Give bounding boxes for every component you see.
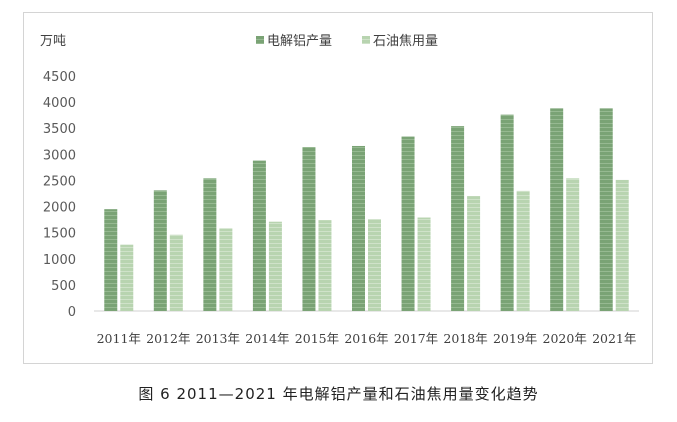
aluminum-production-bar (550, 108, 564, 311)
x-category-label: 2015年 (295, 331, 339, 346)
x-category-label: 2018年 (443, 331, 487, 346)
y-tick-label: 4500 (43, 70, 76, 85)
aluminum-production-bar (153, 190, 167, 311)
aluminum-production-bar (500, 114, 514, 312)
x-category-label: 2011年 (97, 331, 141, 346)
y-tick-label: 2000 (43, 201, 76, 216)
y-unit-label: 万吨 (40, 34, 66, 49)
y-tick-label: 500 (51, 279, 76, 294)
aluminum-production-bar (401, 136, 415, 311)
figure-caption: 图 6 2011—2021 年电解铝产量和石油焦用量变化趋势 (138, 385, 539, 403)
chart-frame: 万吨 电解铝产量 石油焦用量 0 500 1000 1500 2000 2500 3000 3… (23, 12, 653, 364)
petroleum-coke-bar (368, 219, 381, 311)
bar-chart: 万吨 电解铝产量 石油焦用量 0 500 1000 1500 2000 2500 3000 3… (40, 34, 639, 346)
petroleum-coke-bar (467, 196, 481, 311)
legend: 电解铝产量 石油焦用量 (256, 34, 438, 49)
legend-label-petroleum-coke: 石油焦用量 (373, 34, 438, 49)
legend-label-aluminum: 电解铝产量 (267, 34, 332, 49)
x-category-label: 2016年 (344, 331, 388, 346)
aluminum-production-bar (252, 160, 266, 311)
x-axis: 2011年 2012年 2013年 2014年 2015年 2016年 2017年 2018年… (97, 331, 637, 346)
y-tick-label: 3000 (43, 148, 76, 163)
y-axis: 0 500 1000 1500 2000 2500 3000 3500 4000 4500 (43, 70, 76, 320)
petroleum-coke-bar (566, 178, 580, 311)
x-category-label: 2012年 (146, 331, 190, 346)
bars (104, 108, 629, 312)
x-category-label: 2021年 (592, 331, 636, 346)
petroleum-coke-bar (120, 244, 134, 311)
y-tick-label: 2500 (43, 174, 76, 189)
aluminum-production-bar (352, 145, 365, 311)
aluminum-production-bar (599, 108, 613, 311)
x-category-label: 2020年 (543, 331, 587, 346)
y-tick-label: 3500 (43, 122, 76, 137)
aluminum-production-bar (302, 147, 316, 311)
y-tick-label: 1500 (43, 227, 76, 242)
petroleum-coke-bar (615, 179, 629, 311)
legend-swatch-petroleum-coke (362, 36, 370, 44)
legend-swatch-aluminum (256, 36, 264, 44)
petroleum-coke-bar (417, 217, 431, 311)
x-category-label: 2014年 (245, 331, 289, 346)
aluminum-production-bar (203, 178, 217, 311)
x-category-label: 2019年 (493, 331, 537, 346)
petroleum-coke-bar (268, 221, 282, 311)
y-tick-label: 1000 (43, 253, 76, 268)
x-category-label: 2013年 (196, 331, 240, 346)
petroleum-coke-bar (219, 228, 233, 311)
y-tick-label: 4000 (43, 96, 76, 111)
x-category-label: 2017年 (394, 331, 438, 346)
petroleum-coke-bar (318, 220, 332, 311)
y-tick-label: 0 (68, 305, 76, 320)
aluminum-production-bar (451, 126, 465, 311)
petroleum-coke-bar (169, 234, 183, 311)
petroleum-coke-bar (516, 190, 530, 311)
aluminum-production-bar (104, 209, 118, 311)
